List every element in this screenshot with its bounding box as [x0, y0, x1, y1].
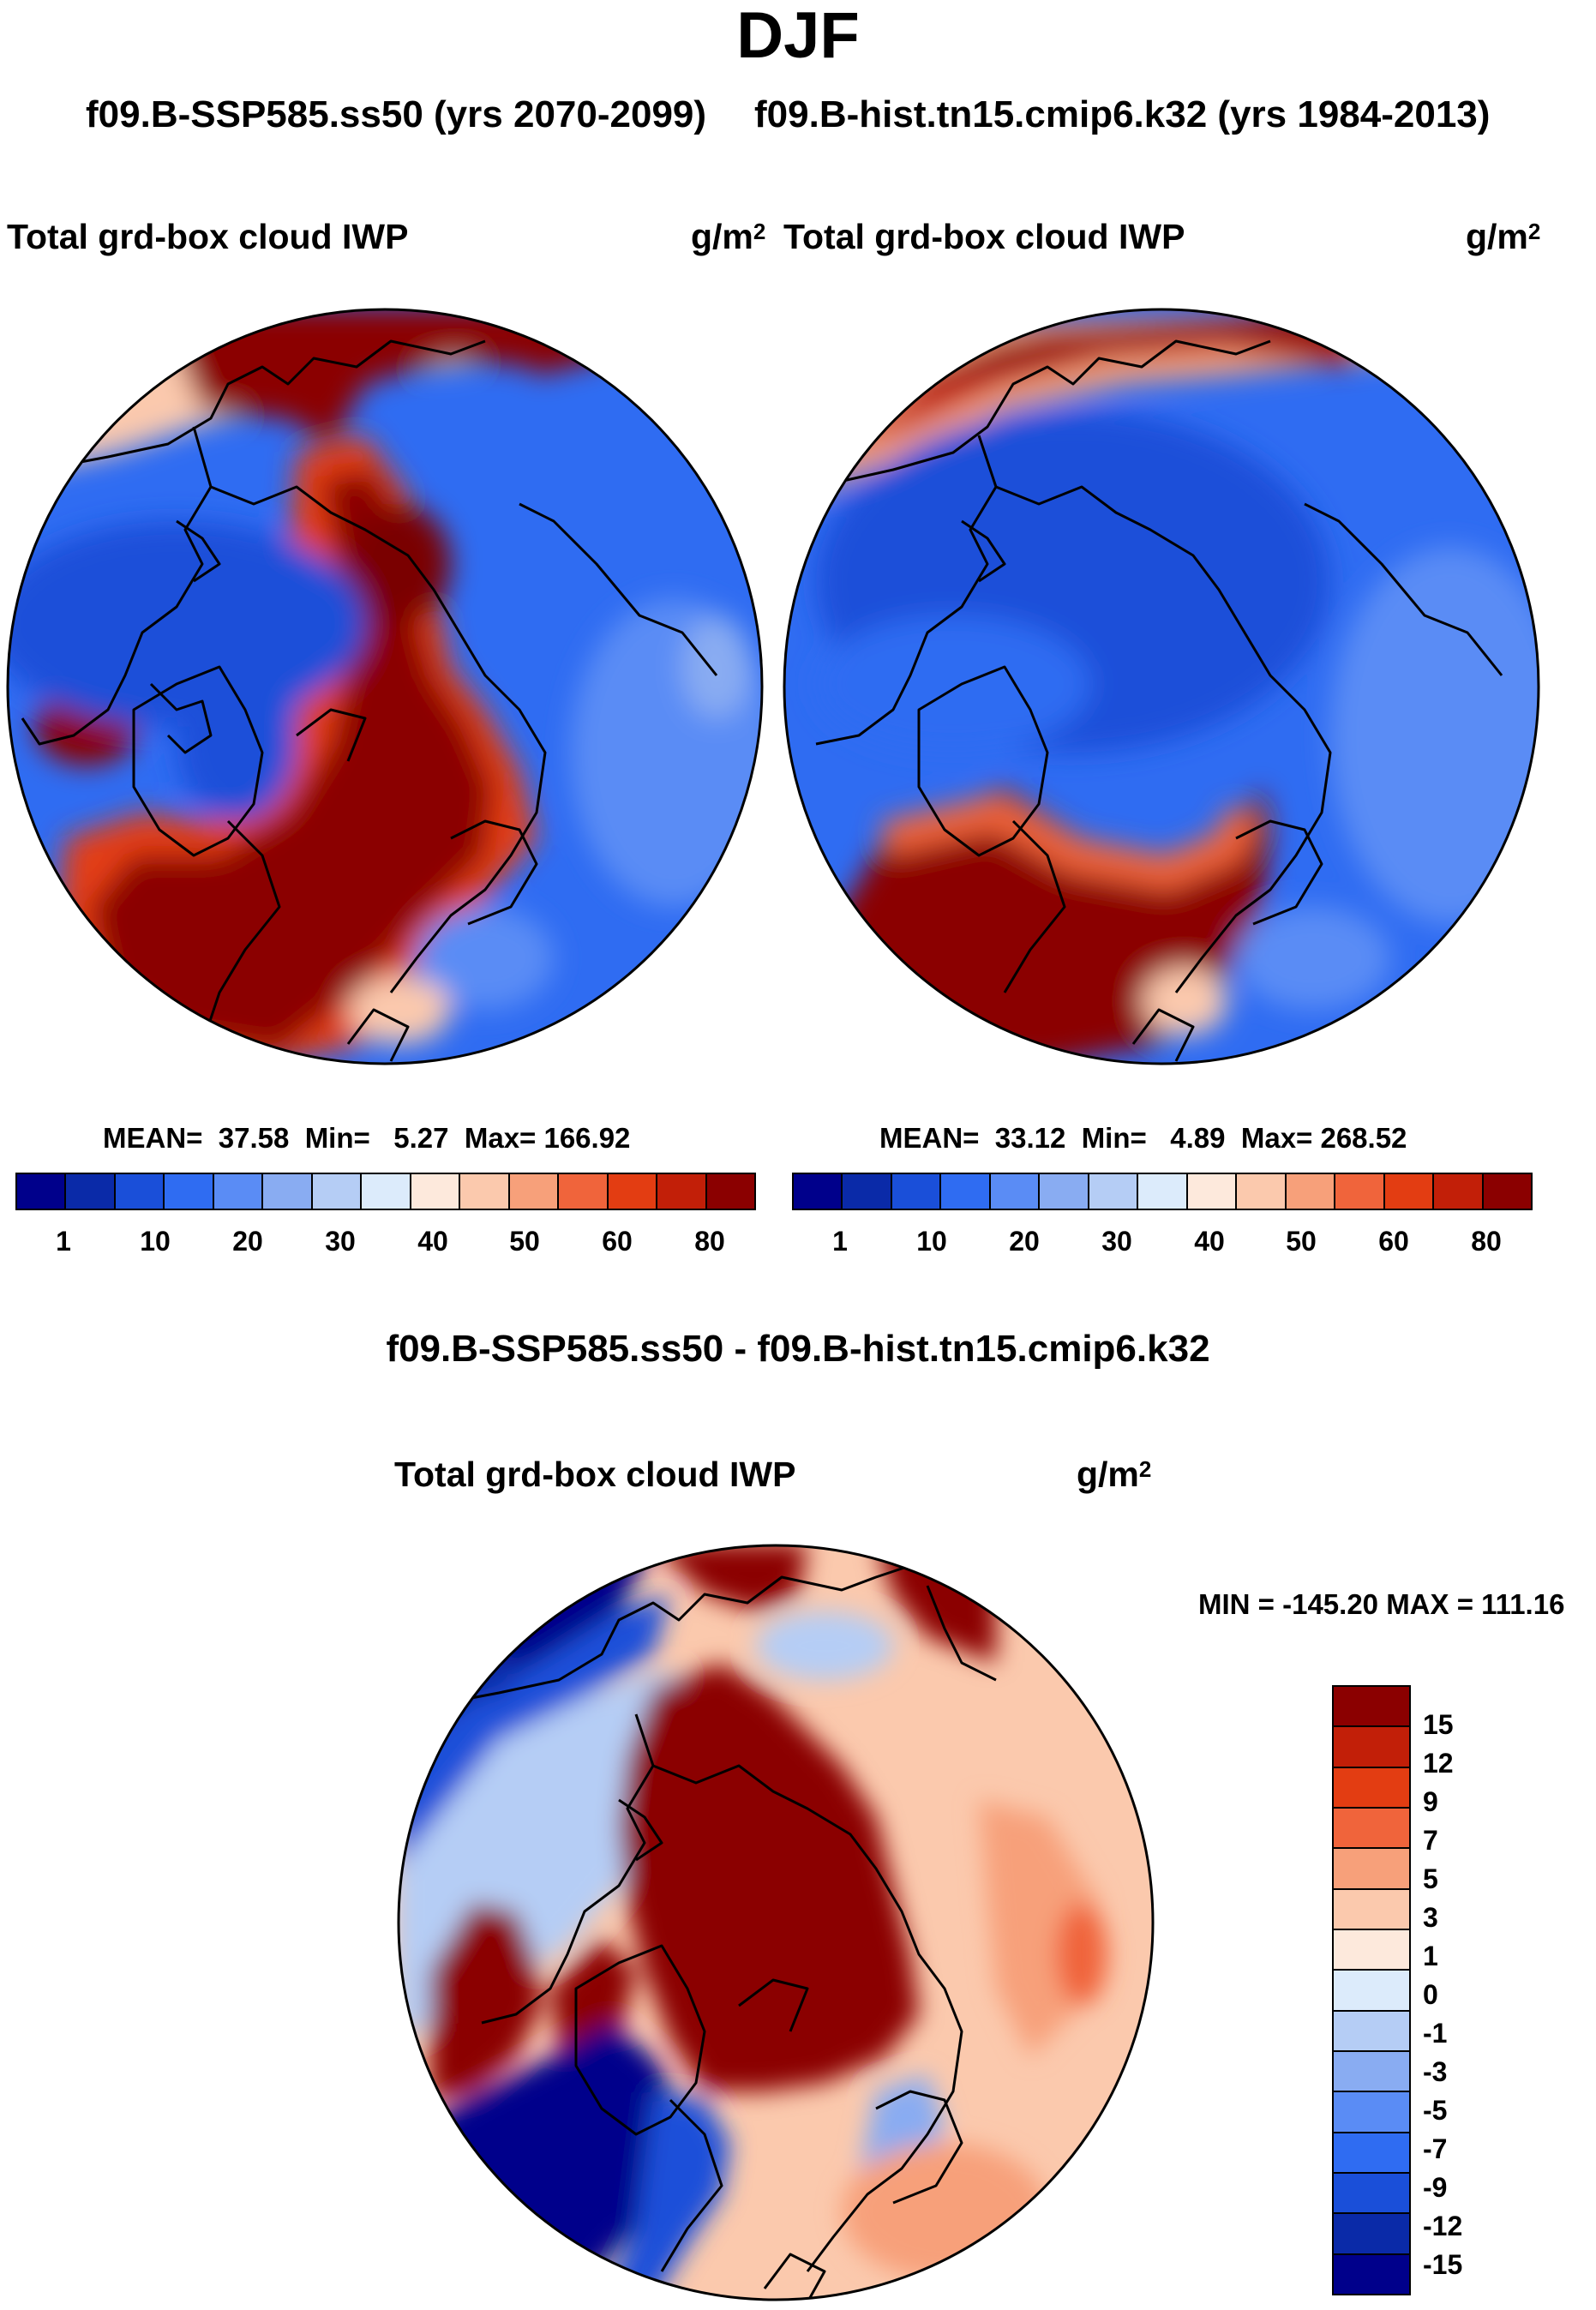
colorbar-swatch [66, 1174, 116, 1209]
colorbar-swatch [1334, 2011, 1409, 2052]
colorbar-swatch [1334, 2092, 1409, 2133]
right-colorbar-tick: 10 [916, 1226, 947, 1257]
diff-colorbar-tick: 0 [1423, 1979, 1438, 2010]
colorbar-swatch [460, 1174, 510, 1209]
diff-colorbar-tick: 1 [1423, 1941, 1438, 1971]
diff-colorbar-tick: 15 [1423, 1709, 1454, 1740]
colorbar-swatch [1040, 1174, 1089, 1209]
left-colorbar-labels: 1 10 20 30 40 50 60 80 [0, 1226, 771, 1260]
right-colorbar-tick: 40 [1194, 1226, 1225, 1257]
colorbar-swatch [1334, 2051, 1409, 2093]
diff-panel-stats: MIN = -145.20 MAX = 111.16 [1198, 1588, 1565, 1620]
colorbar-swatch [263, 1174, 313, 1209]
diff-panel-units: g/m2 [1077, 1455, 1152, 1494]
right-panel-stats: MEAN= 33.12 Min= 4.89 Max= 268.52 [879, 1122, 1407, 1154]
colorbar-swatch [706, 1174, 755, 1209]
diff-colorbar-tick: 5 [1423, 1863, 1438, 1894]
diff-panel-variable: Total grd-box cloud IWP [394, 1455, 796, 1494]
colorbar-swatch [1334, 1767, 1409, 1809]
colorbar-swatch [1334, 1889, 1409, 1930]
colorbar-swatch [1334, 1971, 1409, 2012]
left-run-label: f09.B-SSP585.ss50 (yrs 2070-2099) [86, 93, 707, 135]
diff-colorbar-tick: -15 [1423, 2249, 1463, 2280]
left-colorbar-tick: 60 [602, 1226, 633, 1257]
right-colorbar-tick: 30 [1101, 1226, 1132, 1257]
left-colorbar-tick: 30 [325, 1226, 356, 1257]
left-colorbar-tick: 40 [417, 1226, 448, 1257]
difference-polar-map [397, 1544, 1155, 2301]
left-polar-map [6, 308, 764, 1065]
colorbar-swatch [1286, 1174, 1336, 1209]
right-colorbar-tick: 1 [832, 1226, 848, 1257]
right-colorbar-tick: 80 [1471, 1226, 1502, 1257]
right-panel-variable: Total grd-box cloud IWP [783, 217, 1185, 256]
right-colorbar-tick: 60 [1378, 1226, 1409, 1257]
right-run-label: f09.B-hist.tn15.cmip6.k32 (yrs 1984-2013… [754, 93, 1491, 135]
left-colorbar [15, 1173, 756, 1210]
diff-colorbar-tick: -5 [1423, 2095, 1448, 2126]
diff-colorbar-tick: -9 [1423, 2172, 1448, 2203]
colorbar-swatch [509, 1174, 560, 1209]
colorbar-swatch [411, 1174, 461, 1209]
left-panel-units: g/m2 [691, 217, 766, 256]
diff-colorbar-tick: 9 [1423, 1786, 1438, 1817]
colorbar-swatch [1334, 1808, 1409, 1850]
colorbar-swatch [1089, 1174, 1139, 1209]
colorbar-swatch [165, 1174, 214, 1209]
diff-colorbar-tick: -1 [1423, 2018, 1448, 2049]
left-colorbar-tick: 10 [140, 1226, 171, 1257]
colorbar-swatch [608, 1174, 658, 1209]
right-panel-units: g/m2 [1466, 217, 1541, 256]
colorbar-swatch [362, 1174, 411, 1209]
left-colorbar-tick: 50 [509, 1226, 540, 1257]
difference-title: f09.B-SSP585.ss50 - f09.B-hist.tn15.cmip… [386, 1328, 1210, 1370]
colorbar-swatch [1334, 1687, 1409, 1728]
left-colorbar-tick: 1 [56, 1226, 71, 1257]
colorbar-swatch [1335, 1174, 1385, 1209]
diff-colorbar-tick: -12 [1423, 2211, 1463, 2241]
difference-colorbar-labels: 15 12 9 7 5 3 1 0 -1 -3 -5 -7 -9 -12 -15 [1423, 1685, 1526, 2295]
right-colorbar-labels: 1 10 20 30 40 50 60 80 [777, 1226, 1548, 1260]
left-colorbar-tick: 80 [694, 1226, 725, 1257]
colorbar-swatch [1334, 2254, 1409, 2294]
diff-colorbar-tick: -7 [1423, 2133, 1448, 2164]
colorbar-swatch [1237, 1174, 1287, 1209]
colorbar-swatch [213, 1174, 264, 1209]
diff-colorbar-tick: 7 [1423, 1825, 1438, 1856]
right-polar-map [783, 308, 1540, 1065]
colorbar-swatch [1334, 2133, 1409, 2174]
colorbar-swatch [1384, 1174, 1435, 1209]
diff-colorbar-tick: -3 [1423, 2056, 1448, 2087]
colorbar-swatch [312, 1174, 363, 1209]
right-colorbar-tick: 50 [1286, 1226, 1317, 1257]
colorbar-swatch [794, 1174, 843, 1209]
right-colorbar [792, 1173, 1533, 1210]
colorbar-swatch [1334, 2214, 1409, 2255]
left-panel-variable: Total grd-box cloud IWP [7, 217, 409, 256]
colorbar-swatch [990, 1174, 1041, 1209]
colorbar-swatch [115, 1174, 165, 1209]
colorbar-swatch [1334, 1849, 1409, 1890]
colorbar-swatch [1334, 1929, 1409, 1971]
colorbar-swatch [559, 1174, 609, 1209]
diff-colorbar-tick: 12 [1423, 1748, 1454, 1779]
colorbar-swatch [1334, 1727, 1409, 1768]
colorbar-swatch [1434, 1174, 1484, 1209]
colorbar-swatch [843, 1174, 892, 1209]
left-colorbar-tick: 20 [232, 1226, 263, 1257]
colorbar-swatch [657, 1174, 707, 1209]
colorbar-swatch [1138, 1174, 1188, 1209]
colorbar-swatch [941, 1174, 991, 1209]
colorbar-swatch [17, 1174, 67, 1209]
season-title: DJF [736, 0, 860, 72]
colorbar-swatch [1334, 2173, 1409, 2215]
colorbar-swatch [1187, 1174, 1238, 1209]
right-colorbar-tick: 20 [1009, 1226, 1040, 1257]
colorbar-swatch [891, 1174, 942, 1209]
colorbar-swatch [1483, 1174, 1532, 1209]
difference-colorbar [1332, 1685, 1411, 2295]
diff-colorbar-tick: 3 [1423, 1902, 1438, 1933]
left-panel-stats: MEAN= 37.58 Min= 5.27 Max= 166.92 [103, 1122, 631, 1154]
